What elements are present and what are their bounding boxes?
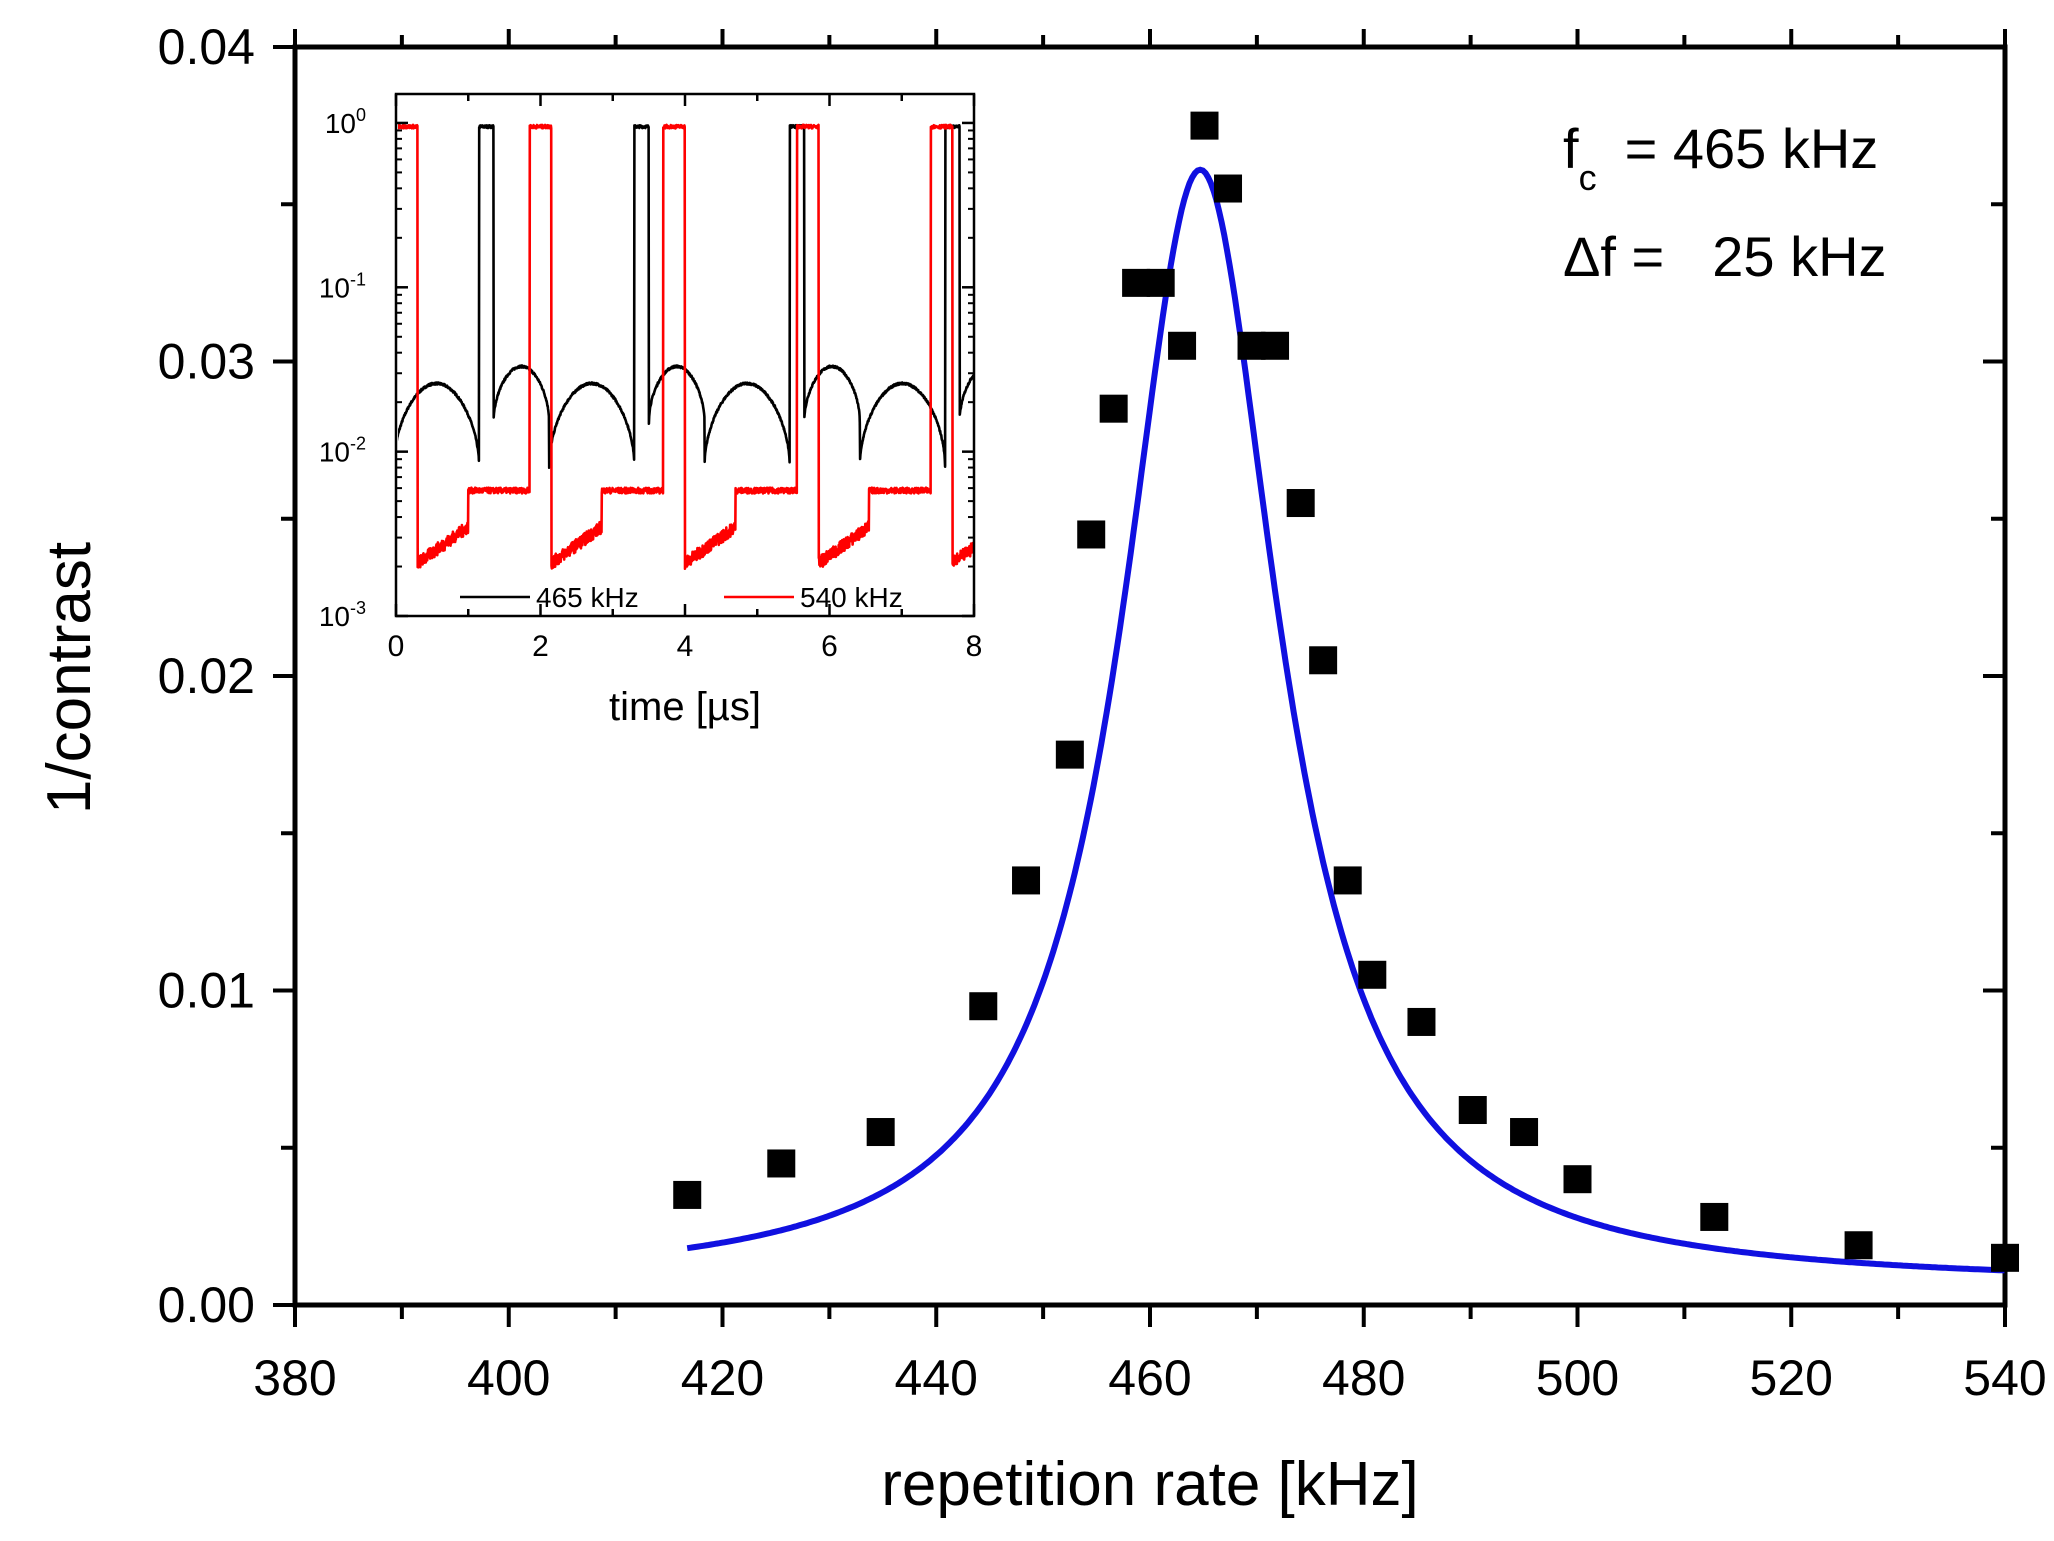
inset-y-tick-label: 100 [325, 105, 366, 139]
data-point [1510, 1118, 1539, 1147]
y-axis-label: 1/contrast [35, 542, 104, 814]
data-point [1122, 268, 1151, 297]
data-point [969, 992, 998, 1021]
annotation-df: Δf = 25 kHz [1563, 225, 1887, 288]
inset-y-tick-base: 10 [319, 437, 350, 468]
x-tick-label: 380 [253, 1350, 336, 1406]
data-point [1309, 646, 1338, 675]
data-point [1214, 174, 1243, 203]
inset-y-tick-base: 10 [319, 601, 350, 632]
x-axis-label: repetition rate [kHz] [881, 1450, 1419, 1519]
inset-y-tick-label: 10-3 [319, 598, 366, 632]
data-point [1991, 1243, 2019, 1272]
data-point [1407, 1007, 1436, 1036]
inset-background [330, 92, 980, 622]
y-tick-label: 0.02 [158, 648, 255, 704]
y-tick-label: 0.00 [158, 1277, 255, 1333]
main-chart: 380 400 420 440 460 480 500 520 5400.000.010.020… [35, 19, 2047, 1519]
data-point [1844, 1231, 1873, 1260]
x-tick-label: 460 [1108, 1350, 1191, 1406]
data-point [1237, 331, 1266, 360]
inset-y-tick-exponent: -1 [350, 269, 366, 289]
data-point [1190, 111, 1219, 140]
inset-y-tick-base: 10 [325, 108, 356, 139]
data-point [866, 1118, 895, 1147]
data-point [1055, 740, 1084, 769]
data-point [1077, 520, 1106, 549]
x-tick-label: 540 [1963, 1350, 2046, 1406]
y-tick-label: 0.04 [158, 19, 255, 75]
data-point [673, 1180, 702, 1209]
data-point [1168, 331, 1197, 360]
data-point [1563, 1165, 1592, 1194]
main-axis-tick-labels: 380 400 420 440 460 480 500 520 5400.000.010.020… [158, 19, 2047, 1406]
x-tick-label: 500 [1536, 1350, 1619, 1406]
data-point [1700, 1202, 1729, 1231]
annotation-df-label: Δf = [1563, 225, 1664, 288]
data-point [1358, 960, 1387, 989]
x-tick-label: 420 [681, 1350, 764, 1406]
annotation-fc: fc = 465 kHz [1563, 117, 1878, 198]
inset-y-tick-exponent: -2 [350, 434, 366, 454]
y-tick-label: 0.03 [158, 334, 255, 390]
x-tick-label: 400 [467, 1350, 550, 1406]
inset-x-tick-label: 8 [966, 630, 983, 663]
annotation-fc-value: = 465 kHz [1625, 117, 1879, 180]
inset-y-tick-exponent: -3 [350, 598, 366, 618]
data-point [1458, 1096, 1487, 1125]
annotation-fc-symbol: f [1563, 117, 1579, 180]
inset-y-tick-label: 10-1 [319, 269, 366, 303]
x-tick-label: 440 [895, 1350, 978, 1406]
y-tick-label: 0.01 [158, 963, 255, 1019]
data-point [767, 1149, 796, 1178]
inset-y-tick-label: 10-2 [319, 434, 366, 468]
inset-y-tick-base: 10 [319, 272, 350, 303]
legend-540khz-label: 540 kHz [800, 582, 903, 613]
data-point [1286, 489, 1315, 518]
inset-x-tick-label: 2 [532, 630, 549, 663]
data-point [1012, 866, 1041, 895]
inset-x-tick-label: 6 [821, 630, 838, 663]
data-point [1333, 866, 1362, 895]
inset-y-tick-exponent: 0 [356, 105, 366, 125]
data-markers [673, 111, 2019, 1272]
data-point [1146, 268, 1175, 297]
annotation-fc-subscript: c [1579, 157, 1597, 198]
inset-x-tick-label: 4 [677, 630, 694, 663]
lorentzian-fit-line [686, 166, 2005, 1274]
legend-465khz-label: 465 kHz [536, 582, 639, 613]
inset-x-axis-label: time [µs] [609, 685, 761, 729]
main-axis-ticks [273, 29, 2007, 1327]
x-tick-label: 480 [1322, 1350, 1405, 1406]
data-point [1099, 394, 1128, 423]
annotation-df-value: 25 kHz [1712, 225, 1886, 288]
inset-axis-ticks [394, 94, 976, 618]
x-tick-label: 520 [1750, 1350, 1833, 1406]
data-point [1261, 331, 1290, 360]
trace-540khz-line [398, 123, 974, 570]
inset-x-tick-label: 0 [388, 630, 405, 663]
